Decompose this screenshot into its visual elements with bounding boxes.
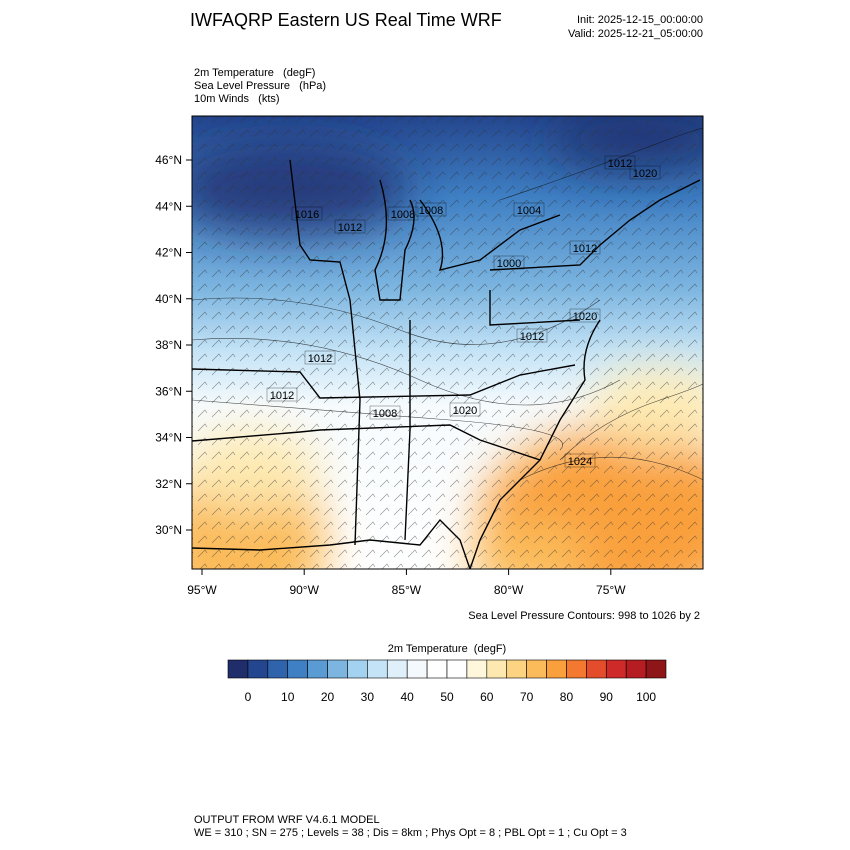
colorbar-box [426, 659, 448, 679]
colorbar-box [287, 659, 308, 679]
lon-label: 80°W [494, 583, 524, 597]
colorbar-box [546, 659, 567, 679]
colorbar-box [327, 659, 348, 679]
contour-label-box [516, 328, 548, 343]
contour-label-box [449, 402, 481, 417]
colorbar-box [347, 659, 368, 679]
colorbar-tick-label: 30 [361, 690, 375, 704]
lat-label: 34°N [155, 431, 182, 445]
contour-label-box [569, 240, 601, 255]
contour-label-box [415, 202, 447, 217]
colorbar-tick-label: 60 [480, 690, 494, 704]
colorbar-tick-label: 40 [401, 690, 415, 704]
colorbar-tick-label: 0 [245, 690, 252, 704]
model-line: OUTPUT FROM WRF V4.6.1 MODEL [194, 814, 380, 826]
map-frame [191, 115, 704, 570]
lat-label: 30°N [155, 523, 182, 537]
field-label: Sea Level Pressure (hPa) [194, 80, 326, 92]
lat-label: 38°N [155, 338, 182, 352]
config-line: WE = 310 ; SN = 275 ; Levels = 38 ; Dis … [194, 827, 627, 839]
colorbar-box [446, 659, 468, 679]
lat-label: 46°N [155, 153, 182, 167]
colorbar-box [267, 659, 289, 679]
contour-label: 1012 [608, 158, 632, 170]
lon-label: 90°W [289, 583, 319, 597]
contour-label: 1008 [419, 205, 443, 217]
contour-label: 1012 [308, 353, 332, 365]
contour-label: 1000 [497, 258, 521, 270]
contour-label-box [569, 308, 601, 323]
lat-label: 42°N [155, 246, 182, 260]
contour-label: 1008 [391, 209, 415, 221]
colorbar-tick-label: 70 [520, 690, 534, 704]
contour-label-box [604, 155, 636, 170]
map-title: IWFAQRP Eastern US Real Time WRF [190, 10, 502, 30]
colorbar-tick-label: 100 [636, 690, 656, 704]
contour-label: 1020 [633, 168, 657, 180]
contour-label: 1016 [295, 209, 319, 221]
colorbar-tick-label: 20 [321, 690, 335, 704]
colorbar-tick-label: 50 [440, 690, 454, 704]
colorbar-tick-label: 10 [281, 690, 295, 704]
contour-label: 1012 [573, 243, 597, 255]
contour-label: 1020 [453, 405, 477, 417]
lon-label: 75°W [596, 583, 626, 597]
colorbar-box [586, 659, 607, 679]
contour-label: 1020 [573, 311, 597, 323]
contour-note: Sea Level Pressure Contours: 998 to 1026… [468, 610, 700, 622]
colorbar-box [406, 659, 428, 679]
contour-label-box [334, 219, 366, 234]
colorbar-title: 2m Temperature (degF) [388, 643, 506, 655]
map-field [192, 116, 703, 569]
contour-label: 1024 [568, 456, 592, 468]
contour-label-box [493, 255, 525, 270]
colorbar-tick-label: 90 [600, 690, 614, 704]
contour-label-box [564, 453, 596, 468]
contour-label-box [304, 350, 336, 365]
colorbar: 0 10 20 30 40 50 60 70 80 90 100 [227, 659, 667, 704]
lat-label: 44°N [155, 199, 182, 213]
map-axes: 46°N 44°N 42°N 40°N 38°N 36°N 34°N 32°N 30°N 95°W… [155, 153, 626, 597]
contour-label: 1012 [270, 390, 294, 402]
lat-label: 40°N [155, 292, 182, 306]
colorbar-box [526, 659, 547, 679]
field-list: 2m Temperature (degF)Sea Level Pressure … [194, 67, 326, 105]
colorbar-box [645, 659, 667, 679]
colorbar-box [625, 659, 647, 679]
contour-label-box [369, 405, 401, 420]
colorbar-box [367, 659, 388, 679]
lon-label: 95°W [187, 583, 217, 597]
contour-label: 1004 [517, 205, 541, 217]
contour-label-box [291, 206, 323, 221]
contour-label-box [629, 165, 661, 180]
contour-label-box [513, 202, 545, 217]
colorbar-box [566, 659, 587, 679]
colorbar-box [247, 659, 269, 679]
contour-label-box [266, 387, 298, 402]
colorbar-tick-label: 80 [560, 690, 574, 704]
contour-label: 1008 [373, 408, 397, 420]
colorbar-box [605, 659, 627, 679]
lat-label: 32°N [155, 477, 182, 491]
contour-label: 1012 [520, 331, 544, 343]
colorbar-box [227, 659, 249, 679]
colorbar-box [307, 659, 328, 679]
field-label: 10m Winds (kts) [194, 93, 280, 105]
colorbar-box [506, 659, 527, 679]
field-label: 2m Temperature (degF) [194, 67, 315, 79]
init-time: Init: 2025-12-15_00:00:00 [577, 14, 703, 26]
valid-time: Valid: 2025-12-21_05:00:00 [568, 28, 703, 40]
contour-label: 1012 [338, 222, 362, 234]
colorbar-box [386, 659, 408, 679]
colorbar-box [466, 659, 488, 679]
colorbar-box [486, 659, 508, 679]
lon-label: 85°W [392, 583, 422, 597]
contour-label-box [387, 206, 419, 221]
lat-label: 36°N [155, 384, 182, 398]
